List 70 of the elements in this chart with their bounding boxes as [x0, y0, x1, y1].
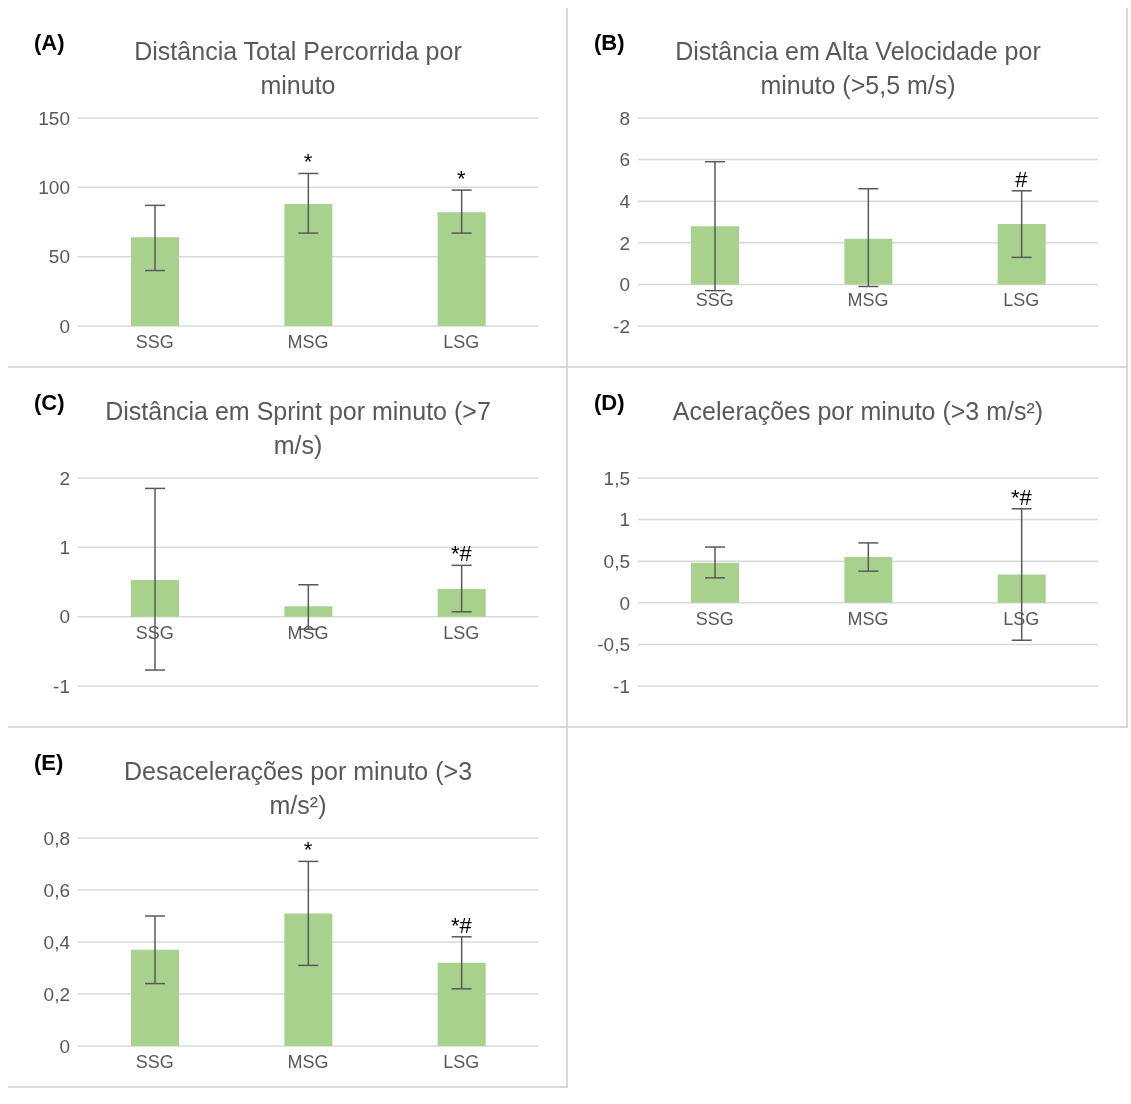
text: (D)	[594, 390, 625, 416]
x-tick-label: SSG	[135, 332, 174, 352]
y-tick-label: 0	[619, 592, 630, 614]
chart-title: Distância em Alta Velocidade por minuto (>5,5 m/s)	[674, 36, 1042, 101]
bar	[437, 962, 486, 1046]
bar	[844, 557, 893, 603]
bar	[284, 913, 333, 1046]
y-tick-label: 0,2	[43, 983, 70, 1005]
chart-title: Acelerações por minuto (>3 m/s²)	[671, 396, 1045, 427]
annotation: *#	[1010, 484, 1033, 510]
y-tick-label: -0,5	[597, 634, 630, 656]
y-tick-label: 4	[619, 190, 631, 212]
y-tick-label: 1	[59, 537, 70, 559]
annotation: *#	[450, 541, 473, 567]
y-tick-label: 2	[59, 467, 70, 489]
x-tick-label: LSG	[443, 332, 480, 352]
bar	[284, 606, 333, 617]
y-tick-label: -1	[613, 675, 630, 697]
annotation: *	[457, 166, 467, 192]
y-tick-label: 6	[619, 149, 630, 171]
y-tick-label: 50	[48, 246, 70, 268]
x-tick-label: SSG	[135, 1052, 174, 1072]
x-tick-label: MSG	[287, 332, 329, 352]
y-tick-label: 0	[619, 274, 630, 296]
bar	[997, 224, 1046, 285]
y-tick-label: 2	[619, 232, 630, 254]
chart-title: Distância Total Percorrida por minuto	[133, 36, 463, 101]
text: (C)	[34, 390, 65, 416]
y-tick-label: 100	[38, 177, 70, 199]
annotation: *#	[450, 912, 473, 938]
bar	[691, 226, 739, 285]
y-tick-label: 1,5	[603, 467, 630, 489]
x-tick-label: LSG	[1003, 290, 1040, 311]
text: (E)	[34, 750, 64, 776]
bar	[131, 579, 179, 617]
x-tick-label: SSG	[695, 608, 734, 629]
x-tick-label: MSG	[847, 290, 889, 311]
text: (A)	[34, 30, 65, 56]
annotation: #	[1015, 166, 1029, 192]
bar	[131, 237, 179, 326]
y-tick-label: 0,8	[43, 827, 70, 849]
bar	[131, 949, 179, 1046]
text: (B)	[594, 30, 625, 56]
annotation: *	[303, 837, 313, 863]
y-tick-label: 8	[619, 107, 630, 129]
x-tick-label: MSG	[287, 622, 329, 643]
bar	[844, 238, 893, 285]
y-tick-label: -1	[53, 675, 70, 697]
y-tick-label: 0,5	[603, 550, 630, 572]
y-tick-label: 1	[619, 509, 630, 531]
x-tick-label: LSG	[443, 1052, 480, 1072]
y-tick-label: 0,4	[43, 931, 71, 953]
chart-title: Distância em Sprint por minuto (>7 m/s)	[104, 396, 492, 461]
y-tick-label: 0	[59, 1035, 70, 1057]
x-tick-label: MSG	[847, 608, 889, 629]
y-tick-label: 0	[59, 606, 70, 628]
bar	[437, 588, 486, 617]
y-tick-label: 0,6	[43, 879, 70, 901]
x-tick-label: MSG	[287, 1052, 329, 1072]
bar	[284, 203, 333, 326]
annotation: *	[303, 149, 313, 175]
chart-title: Desacelerações por minuto (>3 m/s²)	[122, 756, 474, 821]
bar	[691, 562, 739, 603]
y-tick-label: -2	[613, 315, 630, 337]
x-tick-label: SSG	[695, 290, 734, 311]
y-tick-label: 0	[59, 315, 70, 337]
bar	[997, 574, 1046, 603]
bar	[437, 212, 486, 326]
x-tick-label: LSG	[443, 622, 480, 643]
y-tick-label: 150	[38, 107, 70, 129]
